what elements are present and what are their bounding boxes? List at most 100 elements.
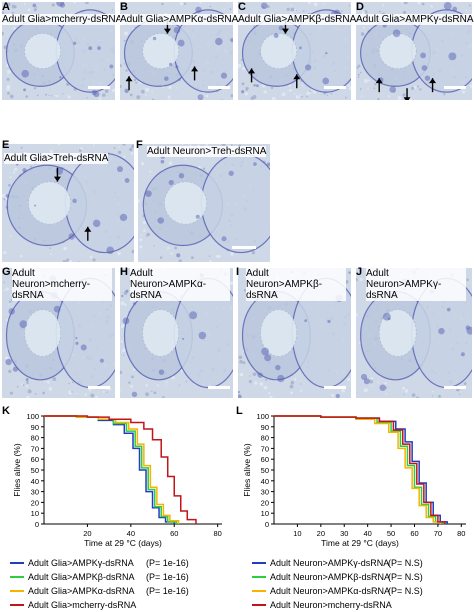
- y-tick-label: 30: [261, 488, 269, 497]
- panel-letter-b: B: [120, 1, 128, 13]
- y-tick-label: 10: [31, 509, 39, 518]
- series-line-3: [44, 415, 180, 524]
- micrograph-image: [356, 2, 472, 100]
- y-tick-label: 60: [261, 455, 269, 464]
- arrow-marker-icon: [125, 76, 133, 91]
- y-axis-label: Flies alive (%): [12, 443, 22, 497]
- series-line-4: [44, 415, 197, 524]
- legend-item: Adult Glia>AMPKγ-dsRNA (P= 1e-16): [10, 556, 189, 570]
- legend-p-value: (P= 1e-16): [146, 586, 189, 596]
- x-tick-label: 60: [410, 529, 418, 538]
- micrograph-panel-f: [138, 144, 270, 262]
- panel-letter-l: L: [236, 405, 243, 417]
- legend-swatch: [252, 590, 266, 592]
- panel-letter-e: E: [2, 139, 10, 151]
- y-tick-label: 0: [35, 520, 39, 529]
- legend-label: Adult Neuron>AMPKβ-dsRNA: [270, 572, 390, 582]
- y-tick-label: 40: [261, 477, 269, 486]
- legend-label: Adult Glia>mcherry-dsRNA: [28, 600, 137, 610]
- y-tick-label: 70: [261, 444, 269, 453]
- legend-swatch: [10, 576, 24, 578]
- legend-swatch: [10, 590, 24, 592]
- legend-swatch: [252, 576, 266, 578]
- x-tick-label: 80: [457, 529, 465, 538]
- y-tick-label: 90: [261, 423, 269, 432]
- legend-item: Adult Neuron>AMPKγ-dsRNA (P= N.S): [252, 556, 423, 570]
- y-tick-label: 0: [265, 520, 269, 529]
- y-tick-label: 60: [31, 455, 39, 464]
- legend-label: Adult Glia>AMPKβ-dsRNA: [28, 572, 135, 582]
- y-tick-label: 50: [31, 466, 39, 475]
- legend-l: Adult Neuron>AMPKγ-dsRNA (P= N.S) Adult N…: [252, 556, 423, 612]
- y-tick-label: 20: [261, 498, 269, 507]
- scale-bar-c: [324, 86, 346, 89]
- x-tick-label: 30: [340, 529, 348, 538]
- y-tick-label: 10: [261, 509, 269, 518]
- legend-swatch: [252, 604, 266, 606]
- legend-p-value: (P= N.S): [388, 572, 423, 582]
- legend-label: Adult Neuron>mcherry-dsRNA: [270, 600, 392, 610]
- legend-item: Adult Glia>mcherry-dsRNA: [10, 598, 189, 612]
- arrow-marker-icon: [53, 167, 61, 182]
- legend-item: Adult Neuron>AMPKβ-dsRNA (P= N.S): [252, 570, 423, 584]
- panel-label-i: Adult Neuron>AMPKβ-dsRNA: [246, 268, 346, 301]
- survival-chart-l: 0 10 20 30 40 50 60 70 80 90 100 10 20 30 40 50 60 70 80 Ti…: [236, 410, 472, 550]
- panel-label-d: Adult Glia>AMPKγ-dsRNA: [356, 14, 474, 25]
- x-tick-label: 70: [434, 529, 442, 538]
- panel-letter-h: H: [120, 266, 128, 278]
- legend-label: Adult Glia>AMPKγ-dsRNA: [28, 558, 134, 568]
- panel-letter-f: F: [136, 139, 143, 151]
- series-line-4: [274, 415, 446, 524]
- y-tick-label: 100: [256, 412, 269, 421]
- legend-label: Adult Neuron>AMPKγ-dsRNA: [270, 558, 390, 568]
- panel-label-g: Adult Neuron>mcherry-dsRNA: [12, 268, 112, 301]
- arrow-marker-icon: [375, 78, 383, 93]
- panel-letter-d: D: [356, 1, 364, 13]
- y-tick-label: 90: [31, 423, 39, 432]
- panel-label-e: Adult Glia>Treh-dsRNA: [4, 153, 109, 164]
- legend-swatch: [252, 562, 266, 564]
- legend-k: Adult Glia>AMPKγ-dsRNA (P= 1e-16) Adult G…: [10, 556, 189, 612]
- panel-letter-j: J: [356, 266, 363, 278]
- y-tick-label: 40: [31, 477, 39, 486]
- scale-bar-f: [232, 246, 256, 249]
- scale-bar-b: [208, 86, 230, 89]
- micrograph-image: [138, 144, 270, 262]
- y-tick-label: 30: [31, 488, 39, 497]
- micrograph-panel-d: [356, 2, 472, 100]
- y-tick-label: 100: [26, 412, 39, 421]
- arrow-marker-icon: [84, 226, 92, 241]
- scale-bar-d: [444, 86, 466, 89]
- panel-label-a: Adult Glia>mcherry-dsRNA: [2, 14, 123, 25]
- arrow-marker-icon: [429, 78, 437, 93]
- panel-letter-k: K: [2, 405, 10, 417]
- x-axis-label: Time at 29 °C (days): [321, 538, 399, 548]
- x-tick-label: 20: [317, 529, 325, 538]
- legend-item: Adult Glia>AMPKβ-dsRNA (P= 1e-16): [10, 570, 189, 584]
- x-tick-label: 40: [363, 529, 371, 538]
- micrograph-panel-e: [2, 144, 134, 262]
- x-tick-label: 80: [213, 529, 221, 538]
- legend-item: Adult Neuron>AMPKα-dsRNA (P= N.S): [252, 584, 423, 598]
- x-tick-label: 50: [387, 529, 395, 538]
- legend-swatch: [10, 562, 24, 564]
- legend-p-value: (P= N.S): [388, 558, 423, 568]
- panel-label-c: Adult Glia>AMPKβ-dsRNA: [238, 14, 357, 25]
- panel-letter-g: G: [2, 266, 11, 278]
- legend-item: Adult Glia>AMPKα-dsRNA (P= 1e-16): [10, 584, 189, 598]
- panel-label-b: Adult Glia>AMPKα-dsRNA: [120, 14, 239, 25]
- legend-p-value: (P= 1e-16): [146, 572, 189, 582]
- panel-letter-a: A: [2, 1, 10, 13]
- legend-item: Adult Neuron>mcherry-dsRNA: [252, 598, 423, 612]
- survival-chart-k: 0 10 20 30 40 50 60 70 80 90 100 20 40 60 80 Time at 29…: [0, 410, 232, 550]
- x-axis-label: Time at 29 °C (days): [84, 538, 162, 548]
- series-line-1: [274, 415, 449, 524]
- y-tick-label: 70: [31, 444, 39, 453]
- arrow-marker-icon: [403, 88, 411, 100]
- micrograph-image: [2, 144, 134, 262]
- series-line-1: [44, 415, 175, 524]
- panel-label-f: Adult Neuron>Treh-dsRNA: [147, 146, 267, 157]
- x-tick-label: 10: [293, 529, 301, 538]
- legend-p-value: (P= N.S): [388, 586, 423, 596]
